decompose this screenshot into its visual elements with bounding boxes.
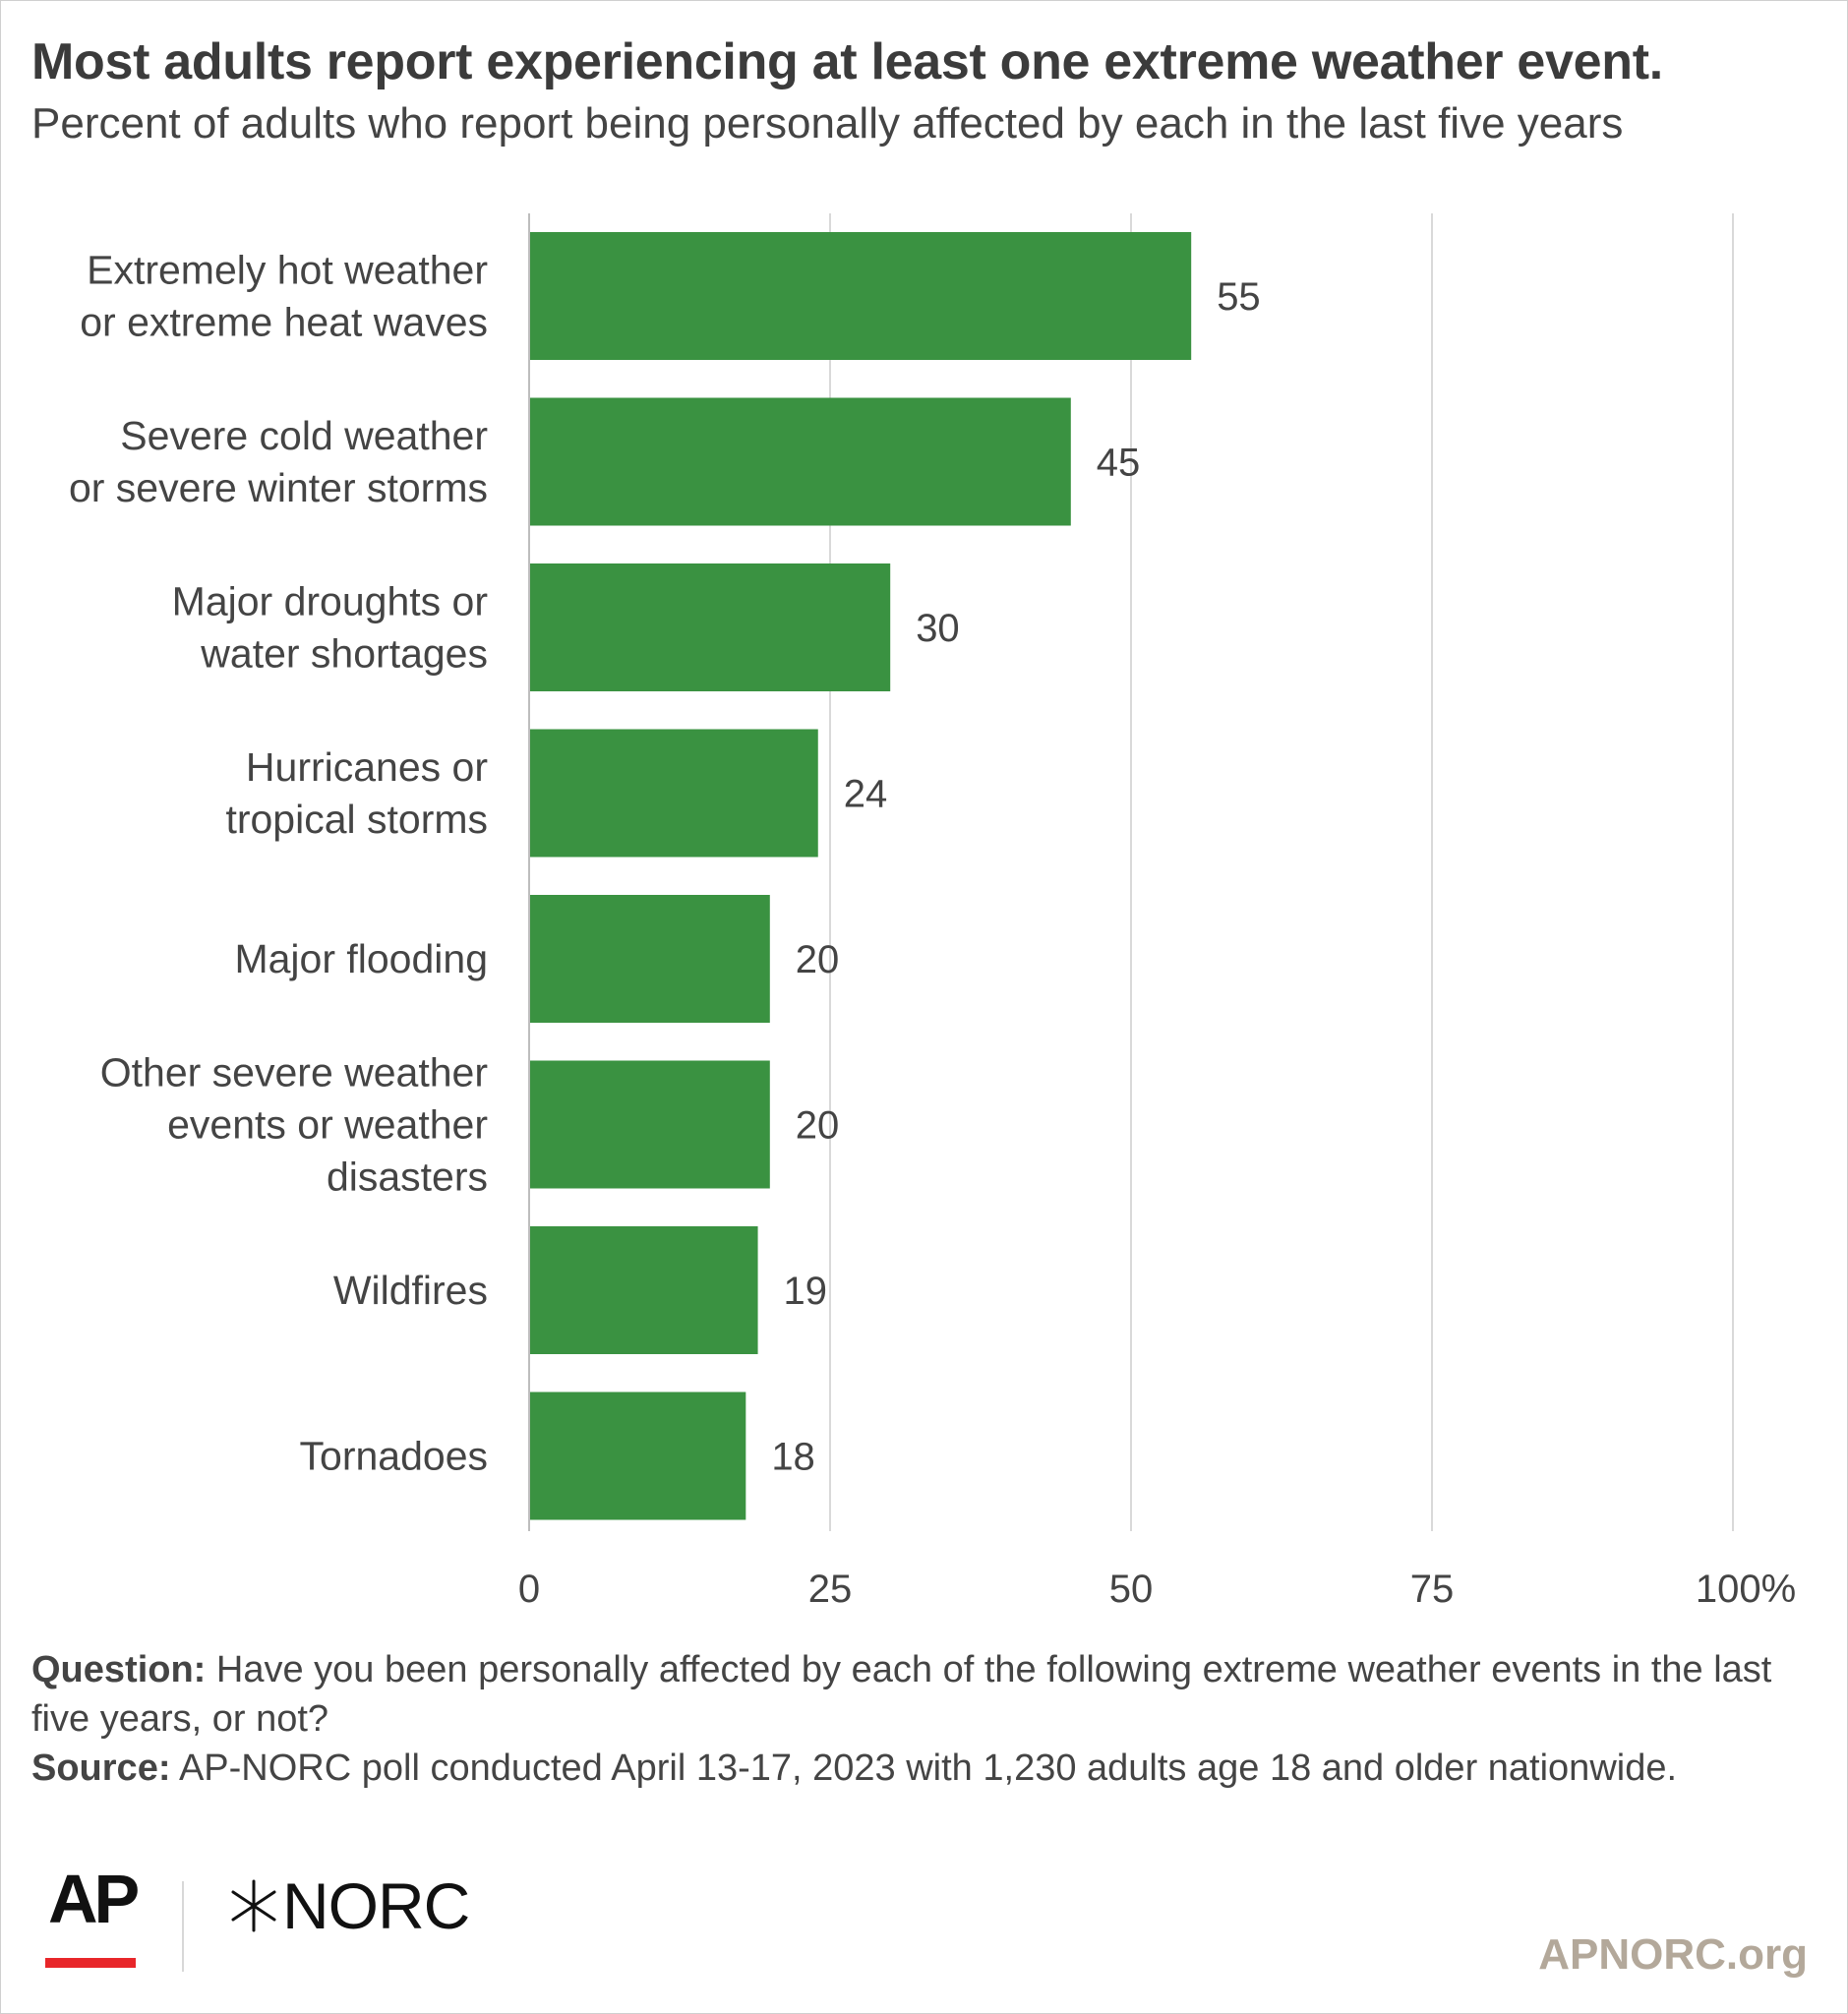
x-tick-label: 100% [1696,1568,1796,1611]
data-label: 18 [771,1436,815,1479]
category-label: Other severe weather [100,1050,488,1096]
data-label: 20 [796,938,840,981]
category-label: Severe cold weather [120,413,488,458]
logo-divider [182,1881,184,1972]
x-tick-label: 50 [1109,1568,1154,1611]
category-label: Tornadoes [300,1434,488,1479]
category-label: Major droughts or [172,579,488,624]
category-label: Extremely hot weather [87,248,488,293]
data-label: 45 [1097,442,1141,485]
x-tick-label: 25 [808,1568,853,1611]
category-label: events or weather [167,1102,488,1148]
category-label: Major flooding [234,936,488,981]
question-text: Have you been personally affected by eac… [31,1649,1772,1740]
data-label: 24 [844,773,888,816]
question-note: Question: Have you been personally affec… [31,1645,1812,1744]
bar [530,397,1071,526]
data-label: 55 [1217,275,1261,319]
x-tick-label: 0 [518,1568,540,1611]
bar [530,1226,758,1354]
bar [530,563,891,691]
site-link[interactable]: APNORC.org [1538,1930,1808,1979]
category-label: tropical storms [225,797,488,842]
category-label: water shortages [200,631,488,677]
bar [530,1392,746,1520]
source-text: AP-NORC poll conducted April 13-17, 2023… [170,1747,1678,1789]
question-label: Question: [31,1649,207,1690]
data-label: 30 [916,607,960,650]
source-note: Source: AP-NORC poll conducted April 13-… [31,1744,1812,1793]
norc-logo: NORC [225,1869,470,1942]
chart-subtitle: Percent of adults who report being perso… [31,99,1624,148]
bar [530,232,1192,360]
data-label: 19 [784,1270,828,1313]
chart-title: Most adults report experiencing at least… [31,33,1663,90]
category-label: disasters [327,1155,488,1200]
bar [530,729,818,858]
category-label: or extreme heat waves [80,300,488,345]
ap-logo: AP [48,1861,140,1937]
category-label: or severe winter storms [69,465,488,510]
bar [530,1060,770,1189]
category-label: Hurricanes or [246,744,488,790]
asterisk-star-icon [231,1879,276,1932]
category-label: Wildfires [333,1268,488,1313]
data-label: 20 [796,1104,840,1148]
bar-chart: 0 25 50 75 100% 55 Extremely hot weather or ext… [69,213,1796,1611]
source-label: Source: [31,1747,171,1789]
norc-logo-text: NORC [282,1869,470,1942]
ap-logo-underline [45,1958,136,1968]
x-tick-label: 75 [1410,1568,1455,1611]
bar [530,895,770,1023]
